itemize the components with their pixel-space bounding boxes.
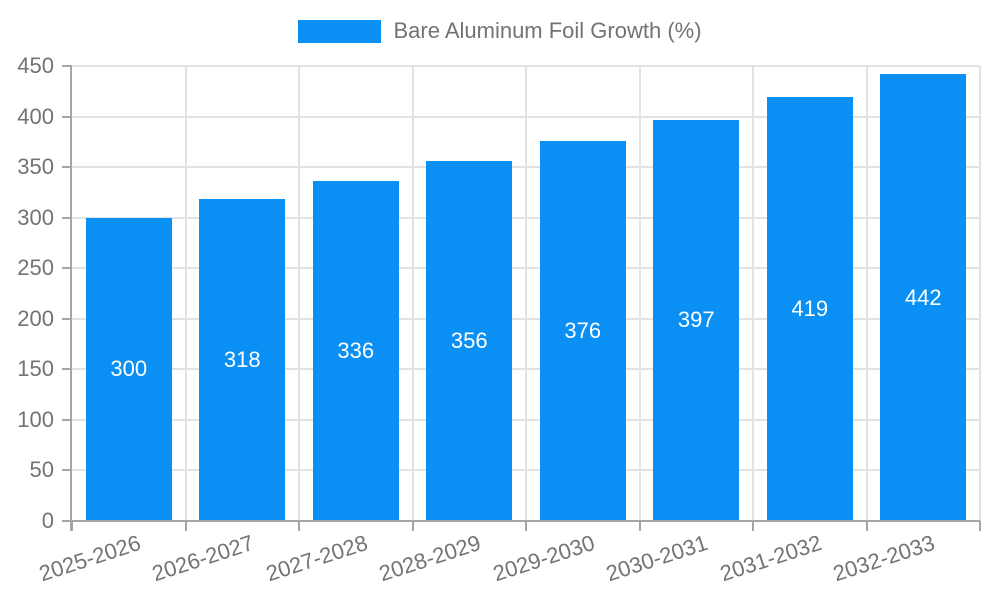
y-axis-tick: [62, 65, 72, 67]
x-axis-label: 2030-2031: [603, 530, 711, 587]
x-axis-tick: [865, 521, 868, 531]
x-axis-label: 2031-2032: [716, 530, 825, 587]
x-axis-label: 2032-2033: [830, 530, 938, 587]
bar-value-label: 318: [223, 347, 261, 373]
gridline-vertical: [411, 66, 414, 521]
legend-label: Bare Aluminum Foil Growth (%): [393, 18, 702, 43]
y-axis-label: 100: [17, 406, 54, 432]
x-axis-tick: [525, 521, 527, 531]
bar[interactable]: [539, 140, 626, 521]
x-axis-label: 2026-2027: [149, 530, 257, 587]
y-axis-tick: [62, 469, 72, 472]
y-axis-label: 150: [17, 356, 54, 382]
bar[interactable]: [199, 199, 286, 521]
bar-value-label: 419: [791, 296, 829, 322]
y-axis-label: 0: [41, 508, 54, 533]
bar[interactable]: [766, 97, 853, 521]
gridline-vertical: [638, 66, 641, 521]
x-axis-tick: [752, 521, 754, 531]
bar-value-label: 356: [450, 328, 488, 354]
x-axis-tick: [411, 521, 414, 531]
x-axis-tick: [298, 521, 300, 531]
bar-value-label: 442: [904, 284, 942, 310]
bar[interactable]: [653, 119, 740, 521]
x-axis-line: [62, 520, 980, 522]
bar[interactable]: [312, 181, 399, 521]
gridline-vertical: [752, 66, 754, 521]
bar-value-label: 376: [564, 317, 602, 343]
y-axis-tick: [62, 115, 72, 118]
y-axis-label: 200: [17, 305, 54, 331]
bar-value-label: 397: [677, 307, 715, 333]
bar-value-label: 336: [337, 338, 375, 364]
plot-area: 300 318 336 356 376 397 419 442: [72, 65, 981, 521]
y-axis-tick: [62, 418, 72, 421]
legend-swatch: [298, 19, 382, 43]
bar[interactable]: [426, 161, 513, 521]
y-axis-label: 400: [17, 103, 54, 129]
y-axis-label: 350: [17, 154, 54, 180]
y-axis-label: 250: [17, 255, 54, 281]
y-axis-label: 50: [29, 457, 54, 483]
y-axis-tick: [62, 368, 72, 371]
x-axis-tick: [71, 521, 73, 531]
y-axis-label: 450: [17, 53, 54, 78]
x-axis-label: 2027-2028: [262, 530, 371, 587]
legend[interactable]: Bare Aluminum Foil Growth (%): [0, 19, 1000, 43]
x-axis-label: 2025-2026: [35, 530, 144, 587]
bar[interactable]: [85, 217, 172, 521]
gridline-vertical: [525, 66, 527, 521]
gridline-vertical: [865, 66, 868, 521]
bar-value-label: 300: [110, 356, 148, 382]
y-axis-tick: [62, 317, 72, 320]
bar[interactable]: [880, 74, 967, 521]
gridline-vertical: [979, 66, 981, 521]
x-axis-label: 2028-2029: [376, 530, 484, 587]
x-axis-tick: [638, 521, 641, 531]
x-axis-tick: [184, 521, 187, 531]
x-axis-label: 2029-2030: [489, 530, 598, 587]
y-axis-line: [70, 66, 72, 531]
y-axis-tick: [62, 267, 72, 270]
x-axis-tick: [979, 521, 981, 531]
y-axis-tick: [62, 216, 72, 219]
y-axis-label: 300: [17, 204, 54, 230]
gridline-vertical: [184, 66, 187, 521]
y-axis-tick: [62, 166, 72, 169]
gridline-vertical: [298, 66, 300, 521]
